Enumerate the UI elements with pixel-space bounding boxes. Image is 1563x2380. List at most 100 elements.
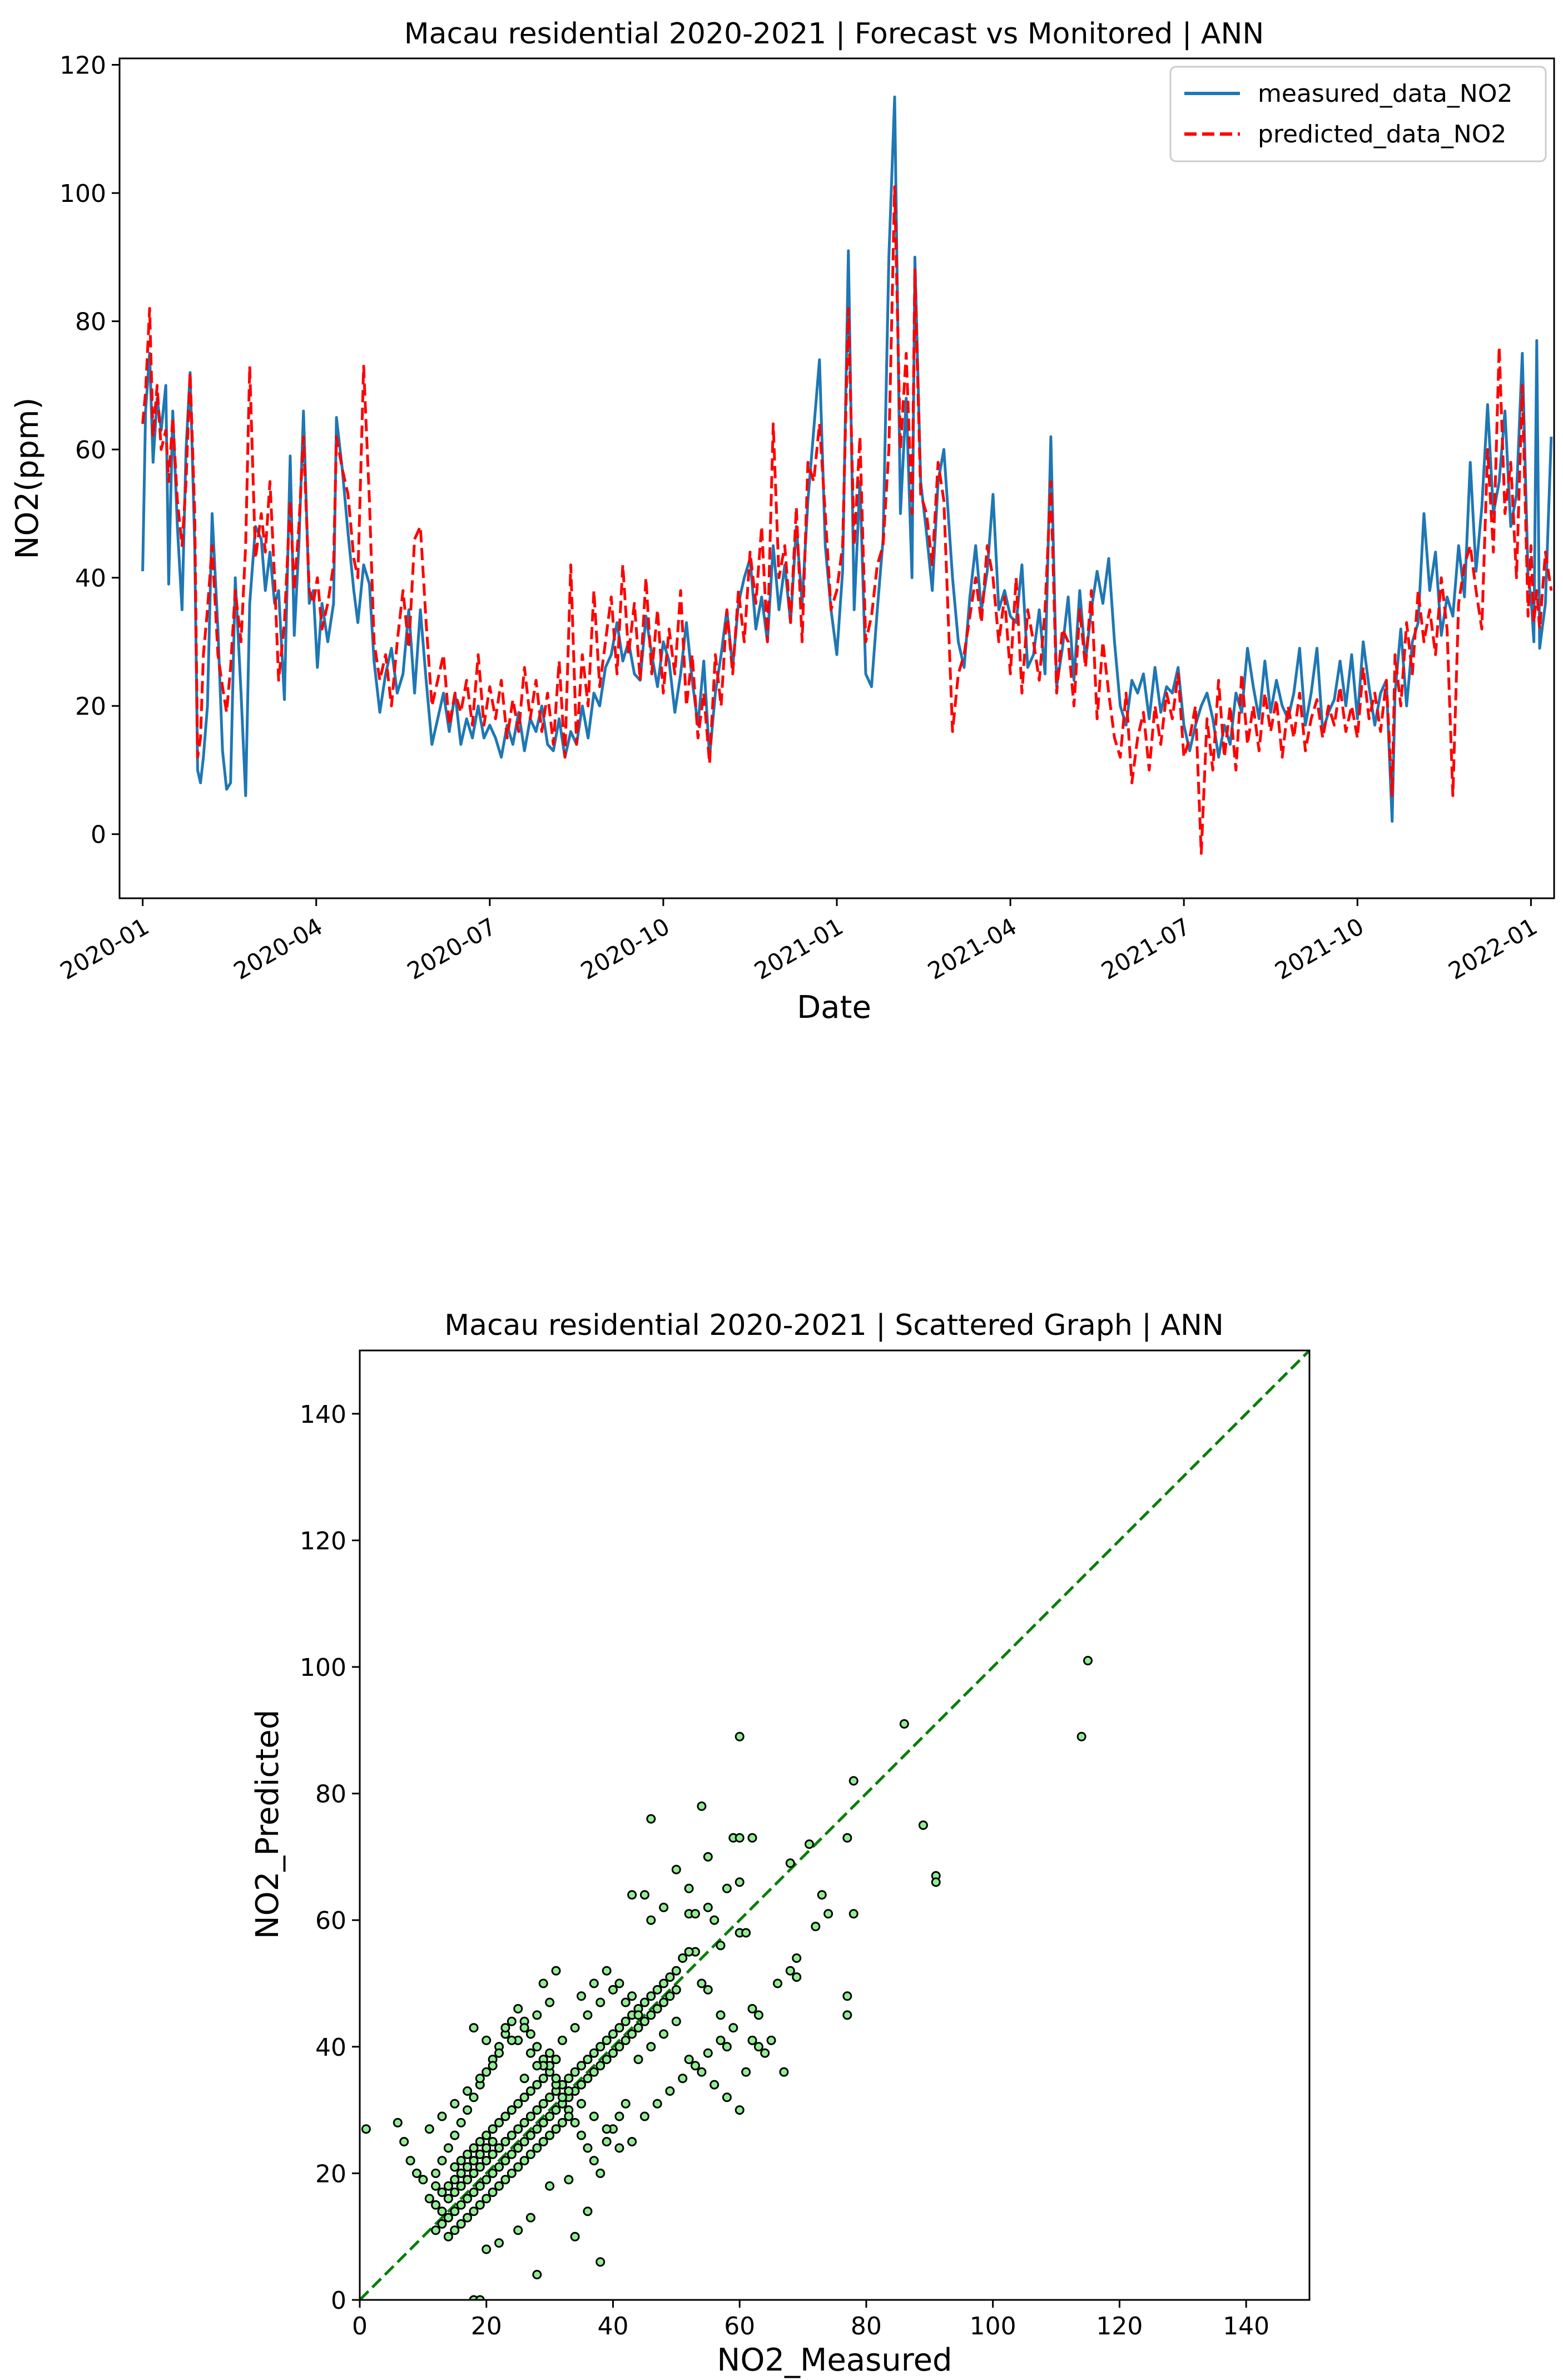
timeseries-ylabel: NO2(ppm) <box>9 398 46 560</box>
scatter-point <box>564 2086 574 2096</box>
scatter-point <box>482 2244 492 2254</box>
scatter-point <box>456 2219 466 2229</box>
scatter-point <box>678 2074 688 2084</box>
scatter-point <box>488 2168 498 2178</box>
scatter-point <box>437 2156 447 2166</box>
scatter-point <box>482 2143 492 2153</box>
scatter-point <box>1076 1731 1086 1741</box>
scatter-point <box>639 1890 649 1900</box>
scatter-axes-frame <box>359 1349 1311 2301</box>
scatter-point <box>596 2061 606 2071</box>
scatter-point <box>602 2124 612 2134</box>
scatter-point <box>525 2213 535 2223</box>
scatter-point <box>652 1985 662 1995</box>
y-tick-label: 120 <box>300 1527 346 1555</box>
scatter-point <box>589 2048 599 2058</box>
scatter-point <box>589 1978 599 1988</box>
scatter-point <box>589 2111 599 2121</box>
scatter-point <box>716 2035 726 2045</box>
scatter-point <box>475 2295 485 2300</box>
scatter-point <box>412 2168 421 2178</box>
scatter-point <box>849 1909 859 1919</box>
scatter-point <box>621 2016 631 2026</box>
scatter-point <box>918 1820 928 1830</box>
scatter-point <box>525 2111 535 2121</box>
scatter-point <box>551 2055 561 2065</box>
scatter-point <box>792 1972 802 1982</box>
scatter-point <box>652 2004 662 2013</box>
scatter-point <box>450 2099 460 2109</box>
scatter-point <box>475 2181 485 2191</box>
scatter-point <box>583 2055 593 2065</box>
scatter-point <box>583 2010 593 2020</box>
scatter-point <box>538 2099 548 2109</box>
scatter-point <box>735 1833 745 1843</box>
scatter-point <box>665 1972 675 1982</box>
scatter-point <box>463 2162 473 2172</box>
scatter-point <box>538 2074 548 2084</box>
scatter-point <box>684 1947 694 1957</box>
scatter-point <box>684 1883 694 1893</box>
y-tick-label: 20 <box>315 2160 346 2188</box>
scatter-point <box>735 1877 745 1887</box>
scatter-point <box>899 1719 909 1729</box>
scatter-point <box>513 2143 523 2153</box>
scatter-point <box>627 1991 637 2001</box>
y-tick-label: 60 <box>75 436 106 464</box>
scatter-point <box>614 2143 624 2153</box>
scatter-point <box>519 2074 529 2084</box>
scatter-point <box>519 2023 529 2033</box>
scatter-point <box>753 2010 763 2020</box>
scatter-point <box>482 2035 492 2045</box>
scatter-point <box>722 2042 732 2052</box>
scatter-point <box>456 2181 466 2191</box>
scatter-point <box>469 2023 479 2033</box>
scatter-point <box>779 2067 789 2077</box>
scatter-point <box>525 2048 535 2058</box>
scatter-point <box>741 2067 751 2077</box>
scatter-point <box>703 1985 713 1995</box>
x-tick-label: 80 <box>851 2312 882 2341</box>
timeseries-title: Macau residential 2020-2021 | Forecast v… <box>404 17 1264 51</box>
scatter-point <box>633 2023 643 2033</box>
scatter-point <box>450 2175 460 2185</box>
scatter-point <box>443 2194 453 2204</box>
scatter-point <box>463 2175 473 2185</box>
scatter-point <box>469 2156 479 2166</box>
scatter-point <box>463 2194 473 2204</box>
scatter-point <box>849 1776 859 1786</box>
scatter-point <box>564 2175 574 2185</box>
scatter-point <box>482 2156 492 2166</box>
scatter-point <box>564 2074 574 2084</box>
scatter-point <box>551 2105 561 2115</box>
scatter-point <box>469 2168 479 2178</box>
scatter-point <box>494 2238 504 2248</box>
scatter-point <box>463 2213 473 2223</box>
scatter-point <box>513 2099 523 2109</box>
scatter-point <box>431 2168 441 2178</box>
scatter-point <box>697 1978 707 1988</box>
y-tick-label: 80 <box>75 308 106 337</box>
scatter-point <box>538 1978 548 1988</box>
scatter-point <box>570 2023 580 2033</box>
scatter-point <box>602 2137 612 2146</box>
scatter-point <box>443 2143 453 2153</box>
scatter-point <box>437 2111 447 2121</box>
scatter-point <box>557 2092 567 2102</box>
scatter-point <box>671 1966 681 1976</box>
x-tick-label: 140 <box>1223 2312 1269 2341</box>
scatter-point <box>659 2029 669 2039</box>
scatter-ylabel: NO2_Predicted <box>250 1710 286 1939</box>
x-tick-label: 60 <box>724 2312 755 2341</box>
scatter-point <box>494 2143 504 2153</box>
scatter-point <box>500 2137 510 2146</box>
legend-label-predicted: predicted_data_NO2 <box>1258 120 1506 149</box>
scatter-point <box>507 2130 517 2140</box>
scatter-point <box>747 2004 757 2013</box>
scatter-x-axis: 0 20 40 60 80 100 120 140 <box>352 2300 1269 2341</box>
scatter-point <box>773 1978 782 1988</box>
scatter-point <box>424 2194 434 2204</box>
scatter-point <box>450 2130 460 2140</box>
scatter-point <box>532 2042 542 2052</box>
timeseries-legend: measured_data_NO2 predicted_data_NO2 <box>1169 66 1547 162</box>
